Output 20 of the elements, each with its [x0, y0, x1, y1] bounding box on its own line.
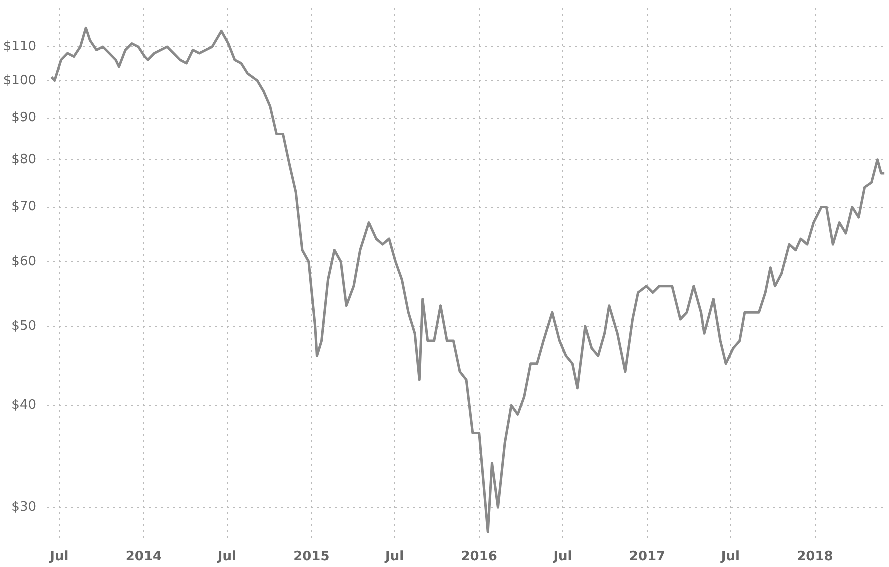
x-tick-label: Jul [720, 550, 740, 564]
x-tick-label: 2015 [294, 550, 330, 564]
y-tick-label: $90 [12, 110, 37, 126]
x-tick-label: Jul [216, 550, 236, 564]
x-tick-label: 2018 [797, 550, 834, 564]
y-tick-label: $50 [12, 319, 37, 334]
x-tick-label: Jul [552, 550, 572, 564]
y-tick-label: $70 [12, 200, 37, 215]
x-tick-label: 2017 [629, 550, 666, 564]
y-tick-label: $40 [12, 398, 37, 414]
y-tick-label: $30 [12, 500, 37, 516]
y-tick-label: $60 [12, 254, 37, 270]
x-tick-label: 2016 [461, 550, 498, 564]
x-tick-label: Jul [49, 550, 69, 564]
line-series [50, 26, 886, 534]
x-tick-label: Jul [384, 550, 404, 564]
y-tick-label: $80 [12, 152, 37, 168]
y-tick-label: $100 [3, 73, 37, 88]
y-tick-label: $110 [3, 39, 37, 54]
x-tick-label: 2014 [126, 550, 162, 564]
